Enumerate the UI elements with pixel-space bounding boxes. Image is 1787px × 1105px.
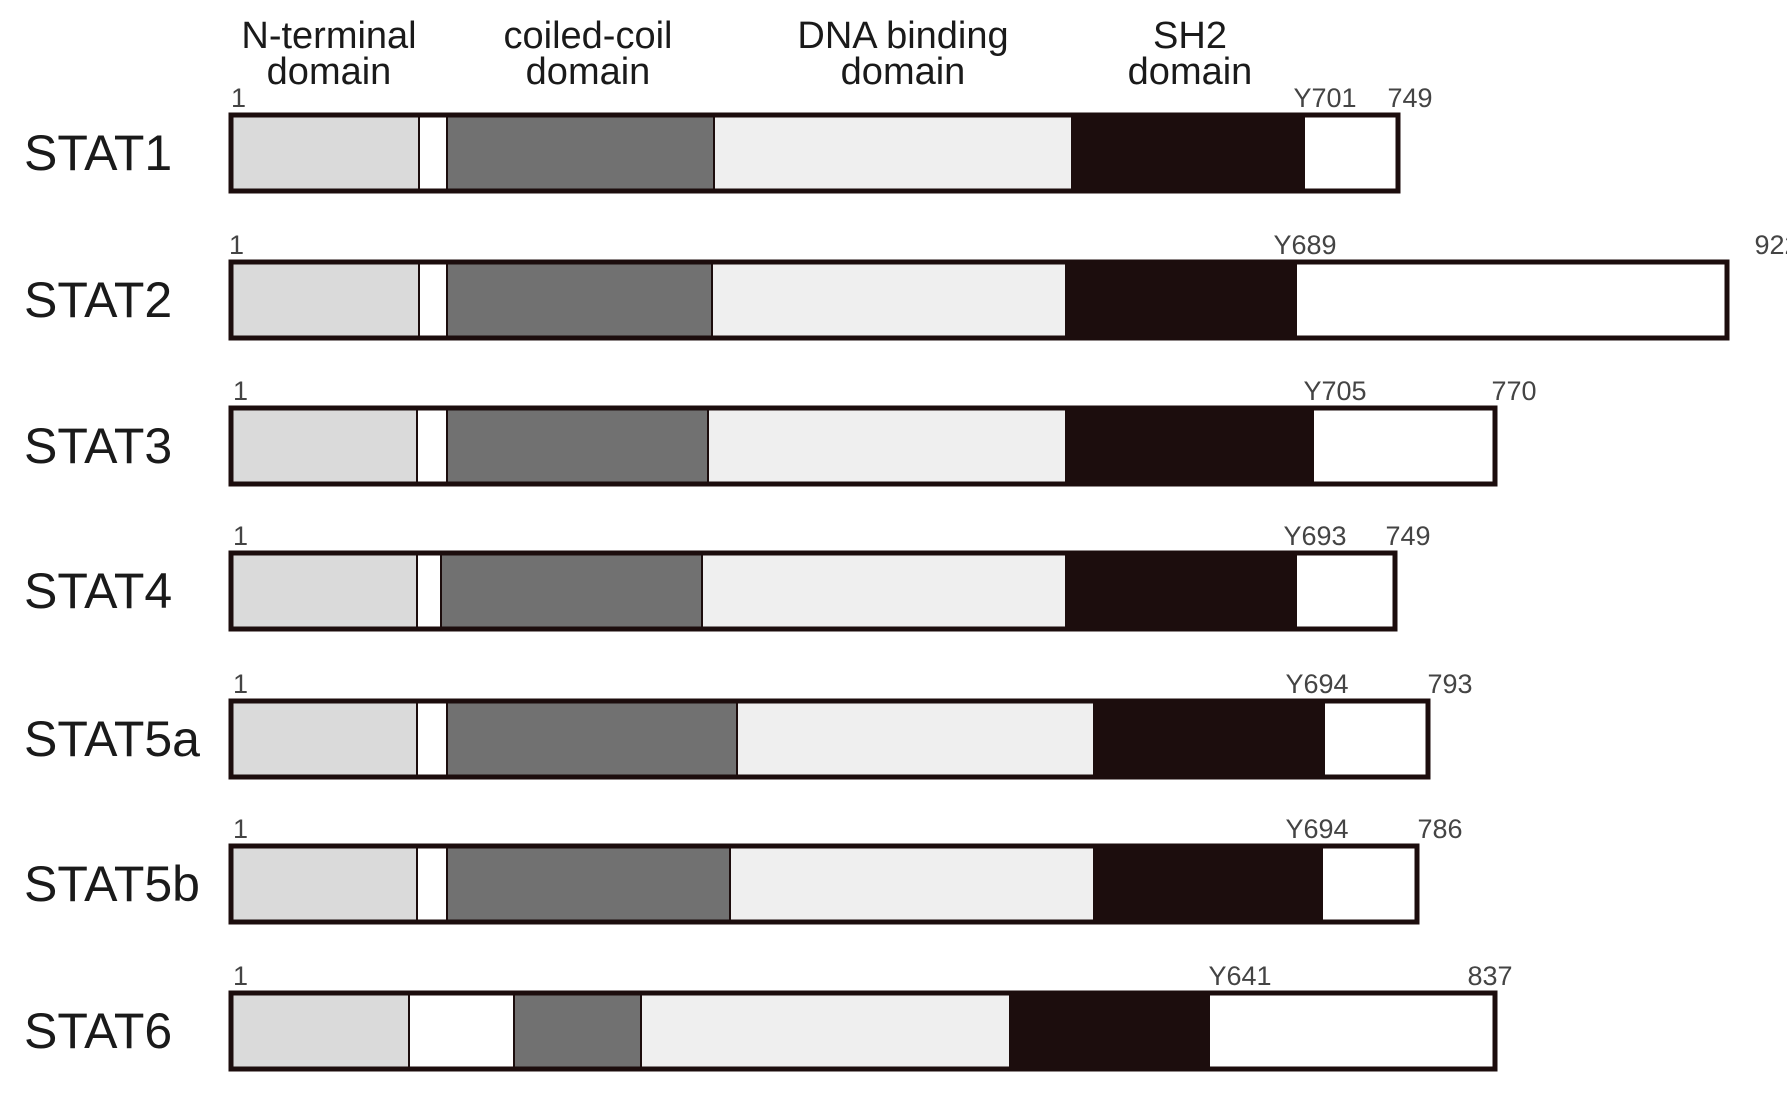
start-position-label: 1 xyxy=(233,669,248,699)
protein-row-stat4: STAT4 1 Y693 749 xyxy=(24,521,1431,632)
sh2-segment xyxy=(1095,701,1325,777)
linker-segment xyxy=(418,408,448,484)
protein-length-label: 770 xyxy=(1491,376,1536,406)
c-terminal-segment xyxy=(1314,408,1495,484)
start-position-label: 1 xyxy=(233,961,248,991)
header-line: domain xyxy=(1127,51,1253,93)
header-line: SH2 xyxy=(1153,15,1227,57)
start-position-label: 1 xyxy=(231,83,246,113)
tyrosine-site-label: Y694 xyxy=(1285,669,1348,699)
protein-length-label: 786 xyxy=(1417,814,1462,844)
dna-binding-segment xyxy=(731,846,1095,922)
protein-name: STAT1 xyxy=(24,125,172,181)
tyrosine-site-label: Y694 xyxy=(1285,814,1348,844)
c-terminal-segment xyxy=(1297,553,1395,629)
protein-length-label: 837 xyxy=(1467,961,1512,991)
n-terminal-segment xyxy=(231,553,418,629)
protein-row-stat2: STAT2 1 Y689 922 xyxy=(24,230,1787,341)
protein-row-stat3: STAT3 1 Y705 770 xyxy=(24,376,1537,487)
c-terminal-segment xyxy=(1210,993,1495,1069)
header-line: coiled-coil xyxy=(503,15,673,57)
protein-row-stat5a: STAT5a 1 Y694 793 xyxy=(24,669,1473,780)
protein-bar-outline xyxy=(228,259,1730,341)
n-terminal-domain-header: N-terminal domain xyxy=(224,15,434,93)
protein-name: STAT5a xyxy=(24,711,200,767)
c-terminal-segment xyxy=(1305,115,1398,191)
n-terminal-segment xyxy=(231,262,420,338)
protein-bar-outline xyxy=(228,550,1398,632)
protein-name: STAT4 xyxy=(24,563,172,619)
linker-segment xyxy=(418,846,448,922)
protein-length-label: 749 xyxy=(1385,521,1430,551)
protein-bar-outline xyxy=(228,990,1498,1072)
header-line: N-terminal xyxy=(241,15,417,57)
coiled-coil-domain-header: coiled-coil domain xyxy=(478,15,698,93)
protein-bar-outline xyxy=(228,112,1401,194)
coiled-coil-segment xyxy=(448,115,715,191)
header-line: DNA binding xyxy=(797,15,1009,57)
sh2-segment xyxy=(1011,993,1210,1069)
c-terminal-segment xyxy=(1323,846,1417,922)
sh2-segment xyxy=(1067,553,1297,629)
protein-name: STAT3 xyxy=(24,418,172,474)
linker-segment xyxy=(420,262,448,338)
tyrosine-site-label: Y701 xyxy=(1293,83,1356,113)
coiled-coil-segment xyxy=(448,408,709,484)
linker-segment xyxy=(420,115,448,191)
dna-binding-segment xyxy=(738,701,1095,777)
protein-name: STAT6 xyxy=(24,1003,172,1059)
dna-binding-domain-header: DNA binding domain xyxy=(758,15,1048,93)
n-terminal-segment xyxy=(231,115,420,191)
n-terminal-segment xyxy=(231,701,418,777)
coiled-coil-segment xyxy=(448,846,731,922)
tyrosine-site-label: Y693 xyxy=(1283,521,1346,551)
start-position-label: 1 xyxy=(233,521,248,551)
protein-name: STAT5b xyxy=(24,856,200,912)
protein-row-stat5b: STAT5b 1 Y694 786 xyxy=(24,814,1463,925)
n-terminal-segment xyxy=(231,846,418,922)
tyrosine-site-label: Y705 xyxy=(1303,376,1366,406)
protein-bar-outline xyxy=(228,698,1431,780)
start-position-label: 1 xyxy=(233,814,248,844)
protein-bar-outline xyxy=(228,843,1420,925)
dna-binding-segment xyxy=(713,262,1067,338)
dna-binding-segment xyxy=(703,553,1067,629)
protein-length-label: 922 xyxy=(1754,230,1787,260)
header-line: domain xyxy=(266,51,392,93)
sh2-segment xyxy=(1073,115,1305,191)
protein-length-label: 749 xyxy=(1387,83,1432,113)
tyrosine-site-label: Y641 xyxy=(1208,961,1271,991)
c-terminal-segment xyxy=(1297,262,1727,338)
sh2-segment xyxy=(1067,408,1314,484)
header-line: domain xyxy=(525,51,651,93)
coiled-coil-segment xyxy=(448,262,713,338)
coiled-coil-segment xyxy=(442,553,703,629)
sh2-segment xyxy=(1067,262,1297,338)
protein-length-label: 793 xyxy=(1427,669,1472,699)
protein-name: STAT2 xyxy=(24,272,172,328)
linker-segment xyxy=(418,553,442,629)
coiled-coil-segment xyxy=(448,701,738,777)
n-terminal-segment xyxy=(231,408,418,484)
linker-segment xyxy=(410,993,515,1069)
domain-headers: N-terminal domain coiled-coil domain DNA… xyxy=(0,0,1787,100)
protein-bar-outline xyxy=(228,405,1498,487)
c-terminal-segment xyxy=(1325,701,1428,777)
sh2-segment xyxy=(1095,846,1323,922)
sh2-domain-header: SH2 domain xyxy=(1095,15,1285,93)
dna-binding-segment xyxy=(709,408,1067,484)
protein-row-stat6: STAT6 1 Y641 837 xyxy=(24,961,1513,1072)
start-position-label: 1 xyxy=(233,376,248,406)
n-terminal-segment xyxy=(231,993,410,1069)
dna-binding-segment xyxy=(715,115,1073,191)
protein-row-stat1: STAT1 1 Y701 749 xyxy=(24,83,1433,194)
tyrosine-site-label: Y689 xyxy=(1273,230,1336,260)
linker-segment xyxy=(418,701,448,777)
start-position-label: 1 xyxy=(229,230,244,260)
dna-binding-segment xyxy=(642,993,1011,1069)
coiled-coil-segment xyxy=(515,993,642,1069)
header-line: domain xyxy=(840,51,966,93)
